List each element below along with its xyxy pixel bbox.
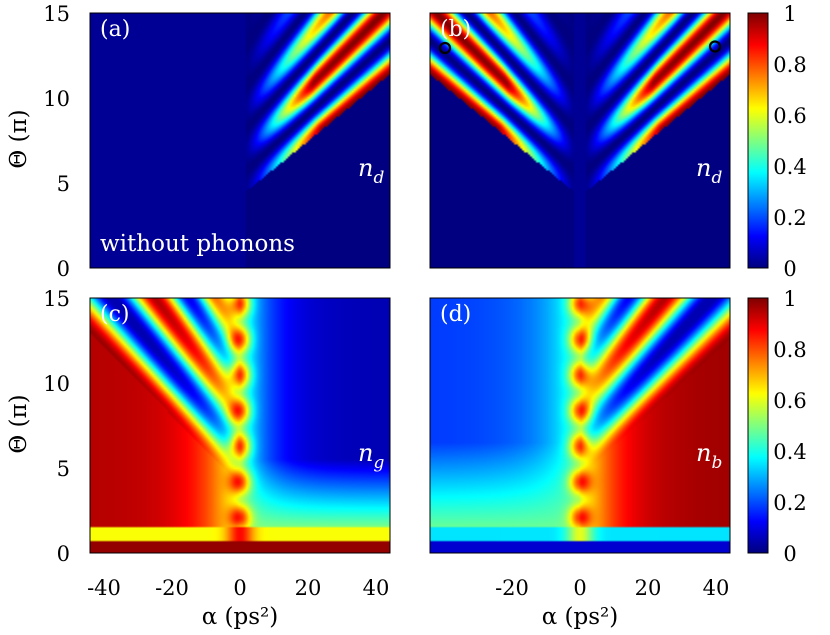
- y-tick-a-10: 10: [43, 87, 70, 111]
- cbar-top-tick-08: 0.8: [773, 53, 806, 77]
- y-axis-label-bottom: Θ (π): [6, 394, 32, 453]
- heatmap-d-frame: [429, 297, 731, 554]
- y-tick-a-15: 15: [43, 2, 70, 26]
- cbar-bot-tick-08: 0.8: [773, 338, 806, 362]
- marker-b-left: [438, 41, 452, 55]
- x-tick-c-0: 0: [233, 576, 246, 600]
- colorbar-bottom: [748, 298, 768, 553]
- heatmap-d: [430, 298, 730, 553]
- x-tick-c-m20: -20: [155, 576, 189, 600]
- panel-label-d: (d): [440, 302, 471, 327]
- heatmap-c: [90, 298, 390, 553]
- cbar-bot-tick-02: 0.2: [773, 491, 806, 515]
- y-tick-c-15: 15: [43, 287, 70, 311]
- cbar-top-tick-06: 0.6: [773, 104, 806, 128]
- panel-label-b: (b): [440, 17, 471, 42]
- x-tick-d-20: 20: [635, 576, 662, 600]
- x-tick-c-40: 40: [363, 576, 390, 600]
- x-axis-label-d: α (ps²): [542, 604, 619, 630]
- x-tick-c-m40: -40: [87, 576, 121, 600]
- heatmap-c-frame: [89, 297, 391, 554]
- heatmap-b: [430, 13, 730, 268]
- cbar-top-tick-04: 0.4: [773, 155, 806, 179]
- heatmap-a: [90, 13, 390, 268]
- x-axis-label-c: α (ps²): [202, 604, 279, 630]
- marker-b-right: [708, 40, 722, 53]
- panel-label-a: (a): [100, 17, 130, 42]
- panel-label-c: (c): [100, 302, 130, 327]
- heatmap-a-frame: [89, 12, 391, 269]
- y-tick-a-5: 5: [57, 172, 70, 196]
- cbar-top-tick-1: 1: [783, 2, 796, 26]
- y-tick-c-10: 10: [43, 372, 70, 396]
- x-tick-d-40: 40: [703, 576, 730, 600]
- y-axis-label-top: Θ (π): [6, 109, 32, 168]
- x-tick-d-0: 0: [573, 576, 586, 600]
- colorbar-bottom-frame: [747, 297, 769, 554]
- heatmap-b-frame: [429, 12, 731, 269]
- cbar-top-tick-02: 0.2: [773, 206, 806, 230]
- x-tick-c-20: 20: [295, 576, 322, 600]
- cbar-bot-tick-0: 0: [783, 542, 796, 566]
- x-tick-d-m20: -20: [495, 576, 529, 600]
- cbar-bot-tick-06: 0.6: [773, 389, 806, 413]
- cbar-bot-tick-04: 0.4: [773, 440, 806, 464]
- y-tick-c-5: 5: [57, 457, 70, 481]
- y-tick-a-0: 0: [57, 257, 70, 281]
- cbar-bot-tick-1: 1: [783, 287, 796, 311]
- colorbar-top: [748, 13, 768, 268]
- y-tick-c-0: 0: [57, 542, 70, 566]
- cbar-top-tick-0: 0: [783, 257, 796, 281]
- colorbar-top-frame: [747, 12, 769, 269]
- annotation-without-phonons: without phonons: [100, 231, 295, 257]
